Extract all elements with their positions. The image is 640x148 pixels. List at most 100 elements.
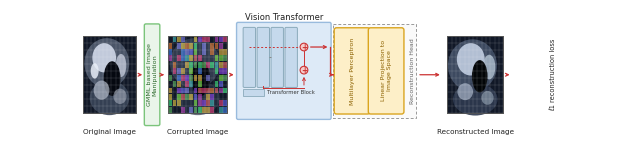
- Circle shape: [300, 66, 308, 74]
- Bar: [198, 36, 202, 42]
- Text: ℓ1 reconstruction loss: ℓ1 reconstruction loss: [550, 38, 556, 111]
- Bar: [181, 75, 185, 81]
- FancyBboxPatch shape: [368, 28, 404, 114]
- Bar: [193, 75, 198, 81]
- Bar: [185, 75, 189, 81]
- Bar: [219, 49, 223, 55]
- Bar: [206, 94, 210, 100]
- Text: Original Image: Original Image: [83, 129, 136, 135]
- Ellipse shape: [113, 89, 127, 104]
- Ellipse shape: [191, 61, 210, 96]
- Bar: [173, 81, 177, 87]
- Bar: [219, 88, 223, 94]
- FancyBboxPatch shape: [257, 27, 269, 87]
- Bar: [173, 100, 177, 106]
- Ellipse shape: [448, 39, 497, 92]
- Bar: [177, 36, 180, 42]
- Bar: [219, 81, 223, 87]
- Bar: [202, 62, 206, 68]
- Bar: [168, 56, 172, 61]
- FancyBboxPatch shape: [334, 28, 370, 114]
- Text: Transformer Block: Transformer Block: [267, 90, 315, 95]
- Bar: [181, 107, 185, 113]
- Bar: [198, 88, 202, 94]
- Ellipse shape: [91, 63, 99, 79]
- Bar: [219, 36, 223, 42]
- Bar: [214, 43, 218, 49]
- Ellipse shape: [93, 81, 109, 100]
- Ellipse shape: [116, 54, 126, 77]
- Ellipse shape: [458, 83, 473, 100]
- Bar: [206, 62, 210, 68]
- Bar: [189, 75, 193, 81]
- Bar: [202, 100, 206, 106]
- Bar: [168, 88, 172, 94]
- Bar: [193, 43, 198, 49]
- Bar: [219, 62, 223, 68]
- Bar: [223, 75, 227, 81]
- Bar: [219, 107, 223, 113]
- Bar: [223, 107, 227, 113]
- Bar: [193, 100, 198, 106]
- Bar: [181, 88, 185, 94]
- Bar: [206, 88, 210, 94]
- Ellipse shape: [483, 55, 495, 79]
- Bar: [193, 107, 198, 113]
- Bar: [198, 100, 202, 106]
- Bar: [177, 88, 180, 94]
- Bar: [189, 62, 193, 68]
- Ellipse shape: [453, 83, 497, 116]
- Bar: [223, 88, 227, 94]
- Bar: [189, 68, 193, 74]
- Bar: [168, 43, 172, 49]
- Bar: [168, 75, 172, 81]
- Bar: [173, 36, 177, 42]
- Bar: [219, 68, 223, 74]
- Bar: [181, 68, 185, 74]
- Bar: [447, 36, 503, 113]
- Bar: [206, 75, 210, 81]
- Bar: [185, 81, 189, 87]
- Bar: [189, 94, 193, 100]
- Bar: [168, 36, 227, 113]
- Bar: [189, 81, 193, 87]
- Bar: [181, 43, 185, 49]
- Bar: [206, 100, 210, 106]
- Bar: [177, 75, 180, 81]
- Ellipse shape: [92, 43, 116, 72]
- Bar: [211, 62, 214, 68]
- Ellipse shape: [170, 38, 220, 88]
- Bar: [214, 81, 218, 87]
- Ellipse shape: [84, 38, 129, 88]
- Bar: [202, 36, 206, 42]
- Bar: [198, 62, 202, 68]
- Text: +: +: [301, 66, 307, 75]
- Bar: [189, 107, 193, 113]
- Bar: [202, 49, 206, 55]
- Bar: [214, 68, 218, 74]
- Bar: [223, 49, 227, 55]
- Bar: [177, 43, 180, 49]
- FancyBboxPatch shape: [243, 27, 255, 87]
- Bar: [168, 36, 227, 113]
- Bar: [177, 56, 180, 61]
- Bar: [223, 56, 227, 61]
- Bar: [168, 100, 172, 106]
- Bar: [189, 49, 193, 55]
- Text: Reconstruction Head: Reconstruction Head: [410, 38, 415, 104]
- Text: Multilayer Perceptron: Multilayer Perceptron: [349, 37, 355, 104]
- Text: Linear Projection to
Image Space: Linear Projection to Image Space: [381, 40, 392, 101]
- Bar: [168, 107, 172, 113]
- Bar: [447, 36, 503, 113]
- Text: +: +: [301, 43, 307, 52]
- Bar: [177, 68, 180, 74]
- Text: GMML based Image
Manipulation: GMML based Image Manipulation: [147, 43, 157, 106]
- Ellipse shape: [457, 43, 484, 75]
- Bar: [206, 107, 210, 113]
- Bar: [219, 56, 223, 61]
- Text: Corrupted Image: Corrupted Image: [167, 129, 228, 135]
- Bar: [202, 107, 206, 113]
- Bar: [193, 49, 198, 55]
- Bar: [219, 100, 223, 106]
- Bar: [198, 56, 202, 61]
